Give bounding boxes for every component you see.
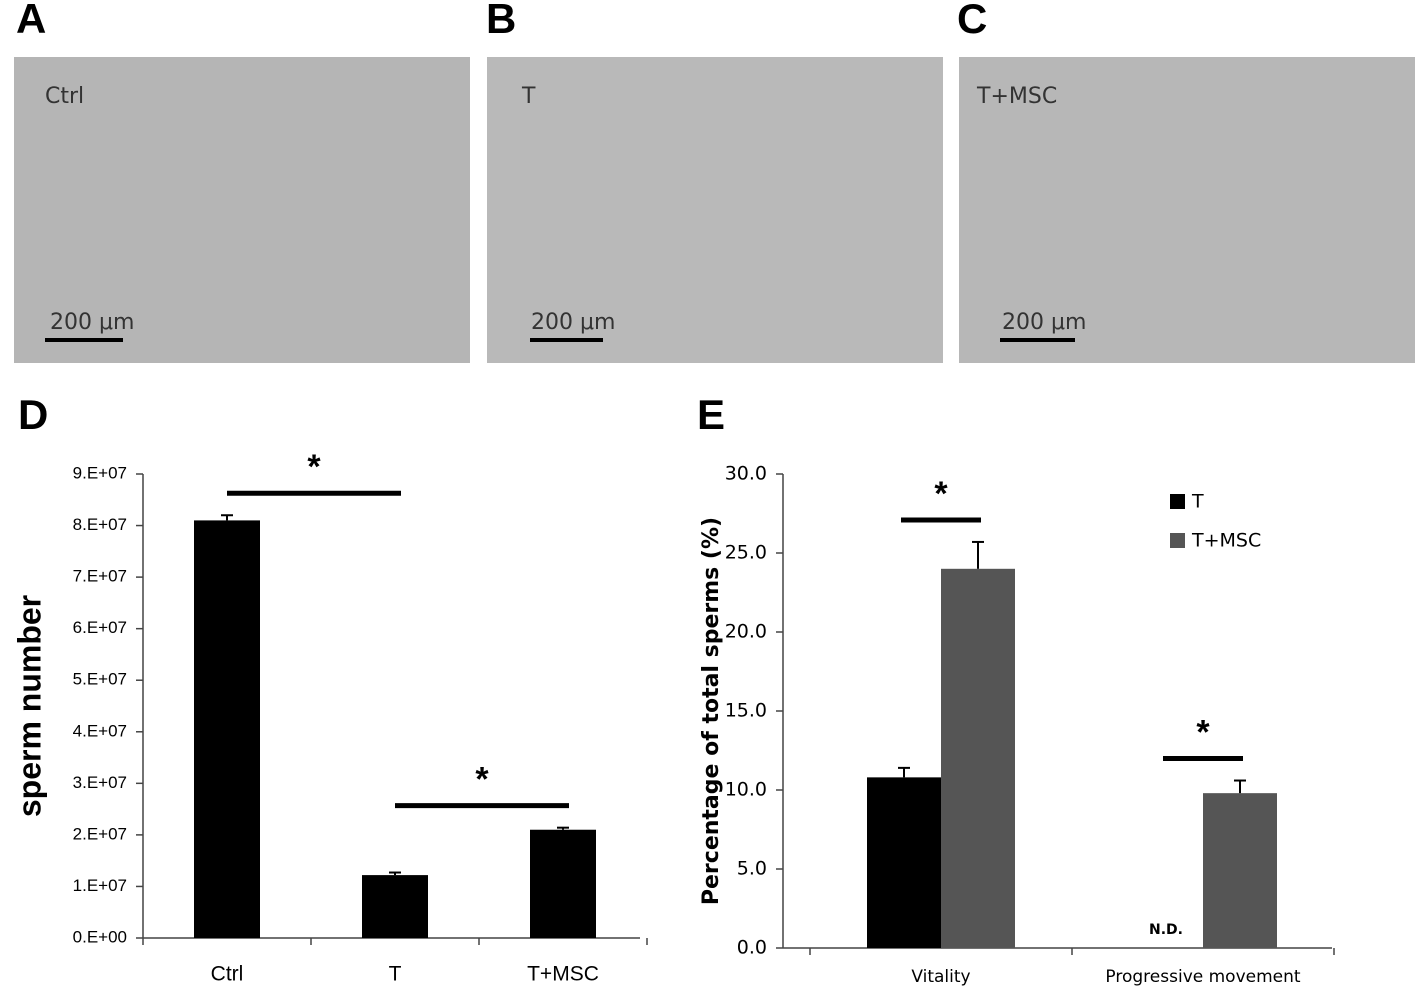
- y-tick-label: 25.0: [725, 542, 767, 564]
- scale-bar-label: 200 μm: [531, 310, 615, 335]
- bar: [1203, 793, 1277, 948]
- x-tick-label: Vitality: [911, 967, 970, 987]
- significance-label: *: [1196, 714, 1210, 752]
- y-tick-label: 0.0: [737, 937, 767, 959]
- panel-label: B: [486, 0, 516, 42]
- x-tick-label: Progressive movement: [1105, 967, 1300, 987]
- y-tick-label: 30.0: [725, 463, 767, 485]
- legend-swatch: [1170, 533, 1185, 548]
- panel-label: A: [16, 0, 46, 42]
- panel-caption: Ctrl: [45, 84, 84, 109]
- panel-caption: T+MSC: [976, 84, 1057, 109]
- y-tick-label: 6.E+07: [73, 618, 127, 637]
- micrograph: [14, 57, 470, 363]
- y-tick-label: 4.E+07: [73, 721, 127, 740]
- legend-label: T: [1191, 491, 1204, 513]
- panel-caption: T: [521, 84, 536, 109]
- x-tick-label: Ctrl: [211, 963, 244, 986]
- significance-label: *: [307, 448, 321, 486]
- y-tick-label: 15.0: [725, 700, 767, 722]
- y-tick-label: 2.E+07: [73, 824, 127, 843]
- y-tick-label: 10.0: [725, 779, 767, 801]
- x-tick-label: T+MSC: [527, 963, 599, 986]
- legend-swatch: [1170, 494, 1185, 509]
- y-tick-label: 1.E+07: [73, 876, 127, 895]
- y-axis-label: Percentage of total sperms (%): [699, 517, 724, 905]
- y-tick-label: 5.0: [737, 858, 767, 880]
- y-tick-label: 0.E+00: [73, 927, 127, 946]
- y-tick-label: 20.0: [725, 621, 767, 643]
- y-tick-label: 9.E+07: [73, 463, 127, 482]
- y-tick-label: 8.E+07: [73, 515, 127, 534]
- micrograph: [959, 57, 1415, 363]
- scale-bar-label: 200 μm: [1002, 310, 1086, 335]
- significance-label: *: [934, 475, 948, 513]
- bar: [941, 568, 1015, 948]
- panel-label: D: [18, 391, 48, 438]
- panel-label: E: [697, 391, 725, 438]
- bar: [362, 875, 428, 938]
- y-axis-label: sperm number: [11, 595, 47, 817]
- micrograph: [487, 57, 943, 363]
- y-tick-label: 3.E+07: [73, 773, 127, 792]
- bar: [194, 520, 260, 938]
- scale-bar-label: 200 μm: [50, 310, 134, 335]
- bar: [530, 829, 596, 938]
- panel-label: C: [957, 0, 987, 42]
- legend-label: T+MSC: [1191, 530, 1261, 552]
- bar: [867, 777, 941, 948]
- significance-label: *: [475, 761, 489, 799]
- y-tick-label: 5.E+07: [73, 670, 127, 689]
- annotation: N.D.: [1149, 922, 1183, 938]
- x-tick-label: T: [389, 963, 402, 986]
- y-tick-label: 7.E+07: [73, 567, 127, 586]
